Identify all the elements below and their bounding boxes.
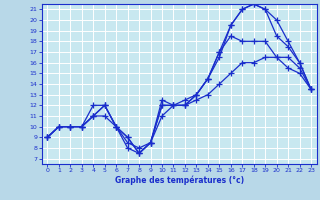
X-axis label: Graphe des températures (°c): Graphe des températures (°c) bbox=[115, 176, 244, 185]
